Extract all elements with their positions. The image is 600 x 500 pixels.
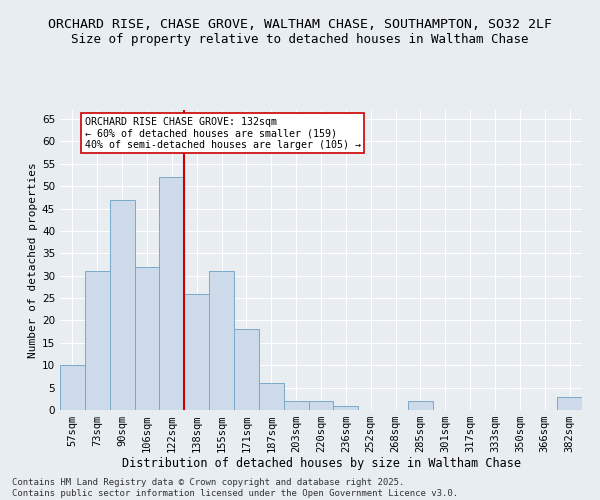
Bar	[160, 177, 184, 410]
Bar	[60, 365, 85, 410]
Bar	[259, 383, 284, 410]
Text: ORCHARD RISE, CHASE GROVE, WALTHAM CHASE, SOUTHAMPTON, SO32 2LF: ORCHARD RISE, CHASE GROVE, WALTHAM CHASE…	[48, 18, 552, 30]
X-axis label: Distribution of detached houses by size in Waltham Chase: Distribution of detached houses by size …	[121, 456, 521, 469]
Text: Size of property relative to detached houses in Waltham Chase: Size of property relative to detached ho…	[71, 32, 529, 46]
Bar	[334, 406, 358, 410]
Bar	[408, 401, 433, 410]
Bar	[557, 396, 582, 410]
Bar	[85, 271, 110, 410]
Bar	[308, 401, 334, 410]
Text: ORCHARD RISE CHASE GROVE: 132sqm
← 60% of detached houses are smaller (159)
40% : ORCHARD RISE CHASE GROVE: 132sqm ← 60% o…	[85, 116, 361, 150]
Bar	[110, 200, 134, 410]
Bar	[234, 330, 259, 410]
Bar	[134, 266, 160, 410]
Y-axis label: Number of detached properties: Number of detached properties	[28, 162, 38, 358]
Bar	[209, 271, 234, 410]
Text: Contains HM Land Registry data © Crown copyright and database right 2025.
Contai: Contains HM Land Registry data © Crown c…	[12, 478, 458, 498]
Bar	[184, 294, 209, 410]
Bar	[284, 401, 308, 410]
